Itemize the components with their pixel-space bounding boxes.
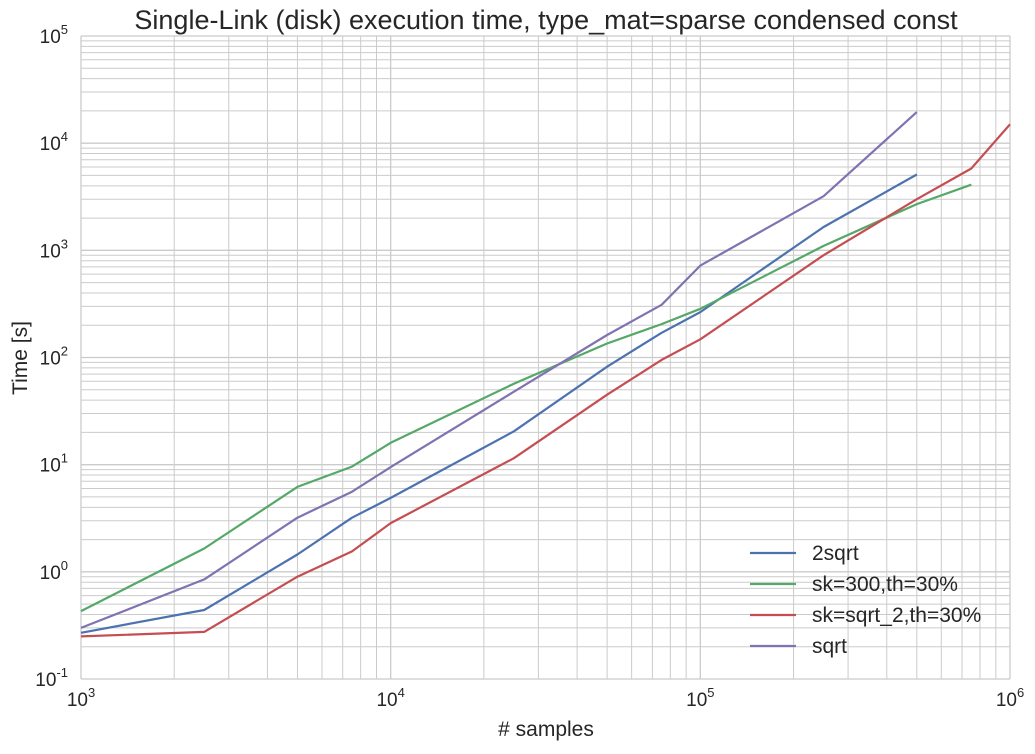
chart-title: Single-Link (disk) execution time, type_…: [134, 5, 958, 35]
y-axis-label: Time [s]: [9, 321, 32, 395]
y-tick-label: 102: [40, 344, 68, 370]
series-lines: [80, 111, 1011, 638]
series-line-3: [80, 123, 1011, 638]
legend-label: sk=sqrt_2,th=30%: [812, 604, 981, 627]
y-tick-label: 103: [40, 236, 68, 262]
legend-label: sk=300,th=30%: [812, 573, 958, 596]
series-line-1: [80, 173, 918, 634]
legend-label: 2sqrt: [812, 542, 859, 565]
grid-lines: [80, 35, 1011, 680]
x-tick-label: 105: [686, 685, 714, 711]
y-tick-label: 10-1: [35, 665, 68, 691]
x-axis-label: # samples: [498, 718, 594, 741]
y-tick-label: 101: [40, 451, 68, 477]
legend-label: sqrt: [812, 635, 847, 658]
legend: 2sqrt sk=300,th=30% sk=sqrt_2,th=30%sqrt: [750, 542, 981, 658]
series-line-4: [80, 111, 918, 629]
y-tick-label: 105: [40, 22, 68, 48]
y-tick-label: 100: [40, 558, 68, 584]
x-tick-label: 103: [67, 685, 95, 711]
x-tick-label: 104: [376, 685, 404, 711]
x-tick-label: 106: [996, 685, 1024, 711]
tick-labels: 103 104 105 106 10-1 100 101 102 103 104 105: [35, 22, 1024, 711]
y-tick-label: 104: [40, 129, 68, 155]
